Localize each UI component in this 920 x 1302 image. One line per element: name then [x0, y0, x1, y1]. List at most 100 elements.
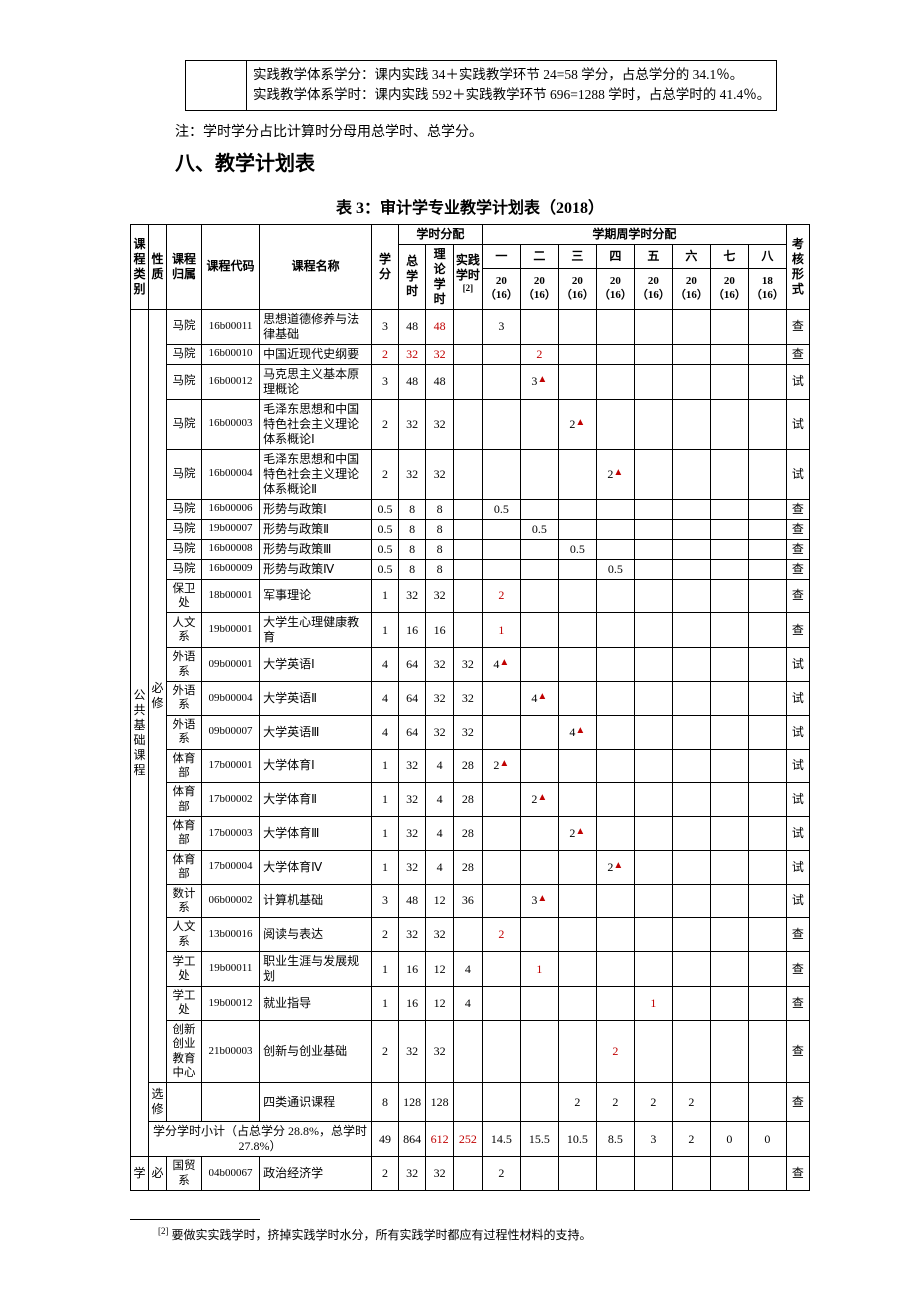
- code-cell: 19b00001: [202, 613, 260, 648]
- credit-cell: 1: [372, 952, 399, 987]
- sem-cell: [520, 309, 558, 344]
- dept-cell: 马院: [167, 344, 202, 364]
- practice-hours-cell: 32: [453, 715, 482, 749]
- dept-cell: 马院: [167, 449, 202, 499]
- sem-cell: [520, 613, 558, 648]
- dept-cell: 外语系: [167, 682, 202, 716]
- theory-hours-cell: 48: [426, 309, 454, 344]
- sem-cell: [634, 682, 672, 716]
- total-hours-cell: 128: [398, 1083, 426, 1122]
- sem-cell: [634, 715, 672, 749]
- sem-cell: [634, 344, 672, 364]
- sem-cell: [520, 1020, 558, 1083]
- dept-cell: 马院: [167, 364, 202, 399]
- exam-cell: 试: [786, 749, 809, 783]
- sem-cell: [634, 559, 672, 579]
- sem-cell: [748, 884, 786, 918]
- sem-cell: [520, 918, 558, 952]
- code-cell: 16b00011: [202, 309, 260, 344]
- sem-cell: [482, 559, 520, 579]
- theory-hours-cell: 4: [426, 817, 454, 851]
- sem-cell: [596, 499, 634, 519]
- credit-cell: 1: [372, 850, 399, 884]
- sem-cell: [558, 364, 596, 399]
- code-cell: 16b00004: [202, 449, 260, 499]
- table-title: 表 3：审计学专业教学计划表（2018）: [130, 194, 810, 218]
- plan-table: 课程类别 性质 课程归属 课程代码 课程名称 学分 学时分配 学期周学时分配 考…: [130, 224, 810, 1192]
- th-code: 课程代码: [202, 224, 260, 309]
- sem-cell: [634, 364, 672, 399]
- sem-cell: [558, 918, 596, 952]
- practice-hours-cell: [453, 399, 482, 449]
- th-sem-8: 八: [748, 244, 786, 269]
- exam-cell: 试: [786, 884, 809, 918]
- sem-cell: [520, 1157, 558, 1191]
- exam-cell: 查: [786, 952, 809, 987]
- sem-cell: 15.5: [520, 1122, 558, 1157]
- dept-cell: 外语系: [167, 648, 202, 682]
- sem-cell: [596, 749, 634, 783]
- course-name-cell: 思想道德修养与法律基础: [260, 309, 372, 344]
- practice-hours-cell: [453, 449, 482, 499]
- practice-hours-cell: [453, 613, 482, 648]
- course-name-cell: 军事理论: [260, 579, 372, 613]
- sem-cell: [672, 1020, 710, 1083]
- code-cell: 16b00009: [202, 559, 260, 579]
- table-row: 马院16b00010中国近现代史纲要232322查: [131, 344, 810, 364]
- sem-cell: [596, 519, 634, 539]
- total-hours-cell: 48: [398, 884, 426, 918]
- sem-cell: 2▲: [558, 817, 596, 851]
- dept-cell: 马院: [167, 539, 202, 559]
- sem-cell: [558, 884, 596, 918]
- credit-cell: 1: [372, 749, 399, 783]
- sem-cell: [596, 344, 634, 364]
- course-name-cell: 四类通识课程: [260, 1083, 372, 1122]
- sem-cell: [672, 918, 710, 952]
- sem-cell: [672, 952, 710, 987]
- sem-cell: [482, 519, 520, 539]
- table-row: 学工处19b00011职业生涯与发展规划1161241查: [131, 952, 810, 987]
- th-total-hours: 总学时: [398, 244, 426, 309]
- code-cell: 17b00004: [202, 850, 260, 884]
- th-name: 课程名称: [260, 224, 372, 309]
- course-name-cell: 形势与政策Ⅰ: [260, 499, 372, 519]
- sem-cell: [634, 539, 672, 559]
- theory-hours-cell: 12: [426, 987, 454, 1021]
- th-dept: 课程归属: [167, 224, 202, 309]
- dept-cell: 保卫处: [167, 579, 202, 613]
- total-hours-cell: 16: [398, 987, 426, 1021]
- th-sem-week-6: 20（16）: [672, 269, 710, 309]
- table-row: 马院16b00004毛泽东思想和中国特色社会主义理论体系概论Ⅱ232322▲试: [131, 449, 810, 499]
- exam-cell: 查: [786, 499, 809, 519]
- credit-cell: 2: [372, 344, 399, 364]
- theory-hours-cell: 32: [426, 1020, 454, 1083]
- course-name-cell: 大学英语Ⅱ: [260, 682, 372, 716]
- sem-cell: [672, 817, 710, 851]
- course-name-cell: 大学英语Ⅰ: [260, 648, 372, 682]
- sem-cell: [482, 682, 520, 716]
- sem-cell: [748, 499, 786, 519]
- sem-cell: [596, 364, 634, 399]
- sem-cell: [520, 648, 558, 682]
- exam-cell: 试: [786, 850, 809, 884]
- credit-cell: 3: [372, 309, 399, 344]
- credit-cell: 4: [372, 715, 399, 749]
- th-sem-2: 二: [520, 244, 558, 269]
- sem-cell: [710, 399, 748, 449]
- sem-cell: 2: [482, 918, 520, 952]
- theory-hours-cell: 48: [426, 364, 454, 399]
- code-cell: 17b00002: [202, 783, 260, 817]
- table-row: 外语系09b00007大学英语Ⅲ46432324▲试: [131, 715, 810, 749]
- exam-cell: [786, 1122, 809, 1157]
- sem-cell: [482, 449, 520, 499]
- total-hours-cell: 32: [398, 399, 426, 449]
- exam-cell: 试: [786, 449, 809, 499]
- sem-cell: 3▲: [520, 884, 558, 918]
- sem-cell: [634, 749, 672, 783]
- exam-cell: 试: [786, 682, 809, 716]
- sem-cell: [710, 519, 748, 539]
- dept-cell: 马院: [167, 559, 202, 579]
- subtotal-total: 864: [398, 1122, 426, 1157]
- total-hours-cell: 32: [398, 918, 426, 952]
- course-name-cell: 毛泽东思想和中国特色社会主义理论体系概论Ⅱ: [260, 449, 372, 499]
